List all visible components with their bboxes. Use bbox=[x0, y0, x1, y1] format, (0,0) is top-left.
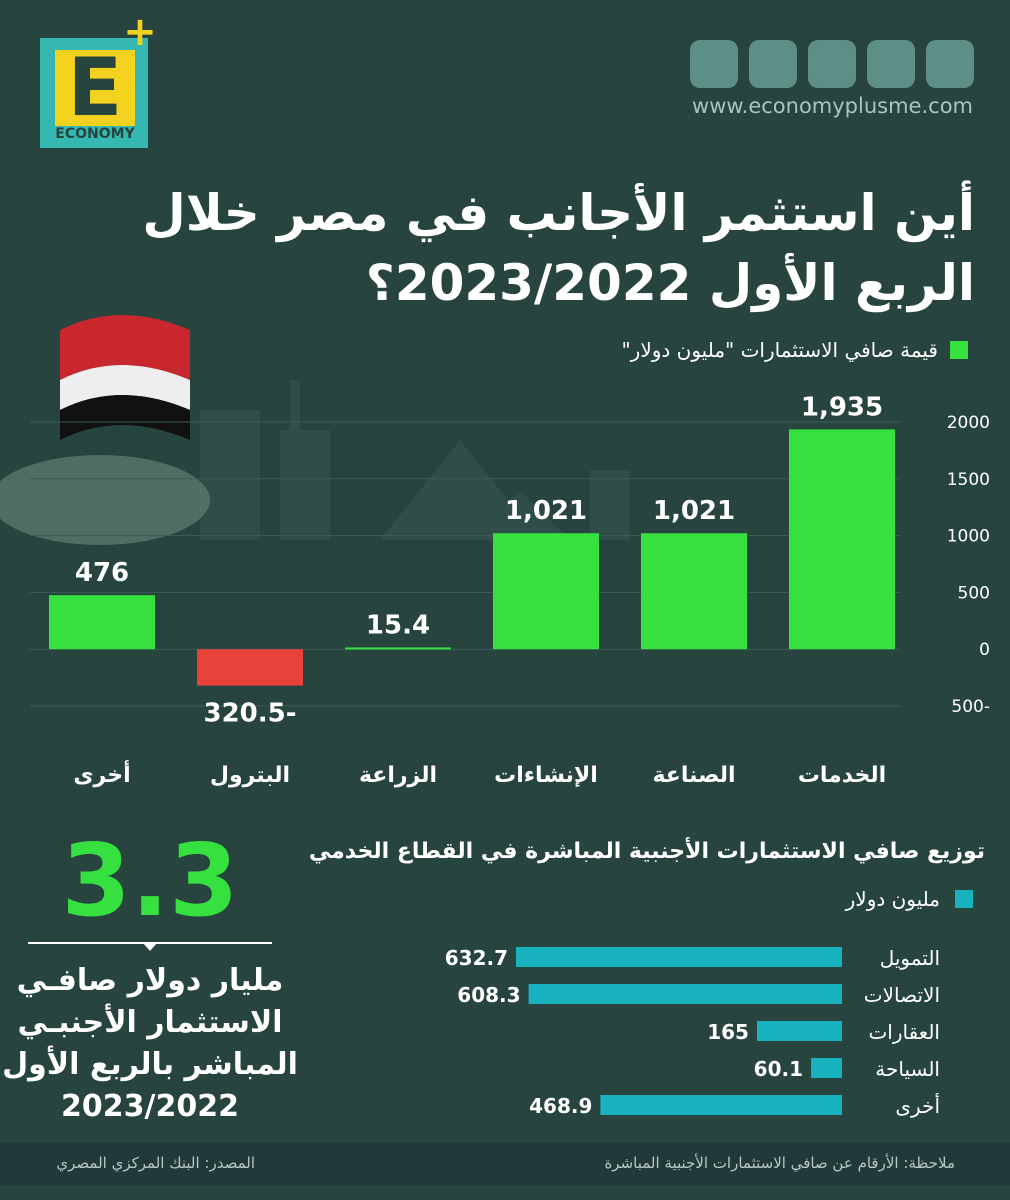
legend-swatch bbox=[955, 890, 973, 908]
y-tick-label: السياحة bbox=[875, 1057, 940, 1081]
highlight-text: مليار دولار صافـي bbox=[17, 963, 284, 998]
y-tick-label: الاتصالات bbox=[864, 983, 940, 1007]
bar bbox=[811, 1058, 842, 1078]
money-pile bbox=[0, 455, 210, 545]
y-tick-label: التمويل bbox=[880, 946, 940, 970]
value-label: 1,021 bbox=[653, 496, 735, 526]
bar bbox=[345, 647, 451, 650]
chart-title: توزيع صافي الاستثمارات الأجنبية المباشرة… bbox=[309, 836, 985, 864]
y-tick-label: أخرى bbox=[895, 1093, 940, 1118]
bar bbox=[516, 947, 842, 967]
value-label: 632.7 bbox=[445, 946, 508, 970]
x-tick-label: البترول bbox=[210, 763, 290, 788]
value-label: 1,935 bbox=[801, 392, 883, 422]
website: www.economyplusme.com bbox=[692, 94, 973, 118]
logo-letter: E bbox=[68, 41, 123, 134]
social-icons bbox=[690, 40, 974, 88]
bar bbox=[600, 1095, 842, 1115]
legend-label: مليون دولار bbox=[845, 887, 940, 911]
skyline bbox=[200, 380, 630, 540]
value-label: 1,021 bbox=[505, 496, 587, 526]
source: المصدر: البنك المركزي المصري bbox=[56, 1154, 255, 1173]
x-tick-label: الزراعة bbox=[359, 763, 437, 788]
value-label: 476 bbox=[75, 558, 129, 588]
y-tick-label: 1000 bbox=[947, 527, 990, 547]
footer-bar bbox=[0, 1143, 1010, 1185]
highlight-text: 2023/2022 bbox=[61, 1089, 239, 1124]
bar bbox=[756, 1021, 842, 1041]
y-tick-label: 2000 bbox=[947, 413, 990, 433]
flag bbox=[60, 365, 190, 410]
y-tick-label: 500- bbox=[951, 697, 990, 717]
y-tick-label: 1500 bbox=[947, 470, 990, 490]
x-tick-label: الإنشاءات bbox=[494, 763, 598, 788]
title: الربع الأول 2023/2022؟ bbox=[366, 252, 975, 313]
bar bbox=[528, 984, 842, 1004]
title: أين استثمر الأجانب في مصر خلال bbox=[142, 180, 975, 243]
flag bbox=[60, 315, 190, 380]
highlight-value: 3.3 bbox=[61, 822, 238, 939]
value-label: 608.3 bbox=[457, 983, 520, 1007]
logo-plus: + bbox=[123, 9, 157, 55]
x-tick-label: أخرى bbox=[73, 759, 130, 788]
bar bbox=[641, 533, 747, 650]
divider-arrow bbox=[143, 943, 157, 951]
bar bbox=[493, 533, 599, 650]
value-label: 15.4 bbox=[366, 610, 430, 640]
logo-box bbox=[55, 50, 135, 126]
value-label: 468.9 bbox=[529, 1094, 592, 1118]
note: ملاحظة: الأرقام عن صافي الاستثمارات الأج… bbox=[604, 1153, 955, 1173]
highlight-text: المباشر بالربع الأول bbox=[2, 1045, 298, 1082]
value-label: 320.5- bbox=[203, 699, 296, 729]
bar bbox=[789, 429, 895, 650]
y-tick-label: 0 bbox=[979, 640, 990, 660]
bar bbox=[197, 649, 303, 686]
highlight-text: الاستثمار الأجنبـي bbox=[17, 1003, 282, 1040]
y-tick-label: العقارات bbox=[868, 1020, 940, 1044]
y-tick-label: 500 bbox=[958, 583, 990, 603]
logo-text: ECONOMY bbox=[55, 126, 135, 142]
flag bbox=[60, 395, 190, 440]
value-label: 60.1 bbox=[754, 1057, 803, 1081]
x-tick-label: الصناعة bbox=[652, 763, 735, 788]
value-label: 165 bbox=[707, 1020, 749, 1044]
legend-swatch bbox=[950, 341, 968, 359]
legend-label: قيمة صافي الاستثمارات "مليون دولار" bbox=[621, 338, 938, 363]
x-tick-label: الخدمات bbox=[798, 763, 886, 788]
bar bbox=[49, 595, 155, 650]
